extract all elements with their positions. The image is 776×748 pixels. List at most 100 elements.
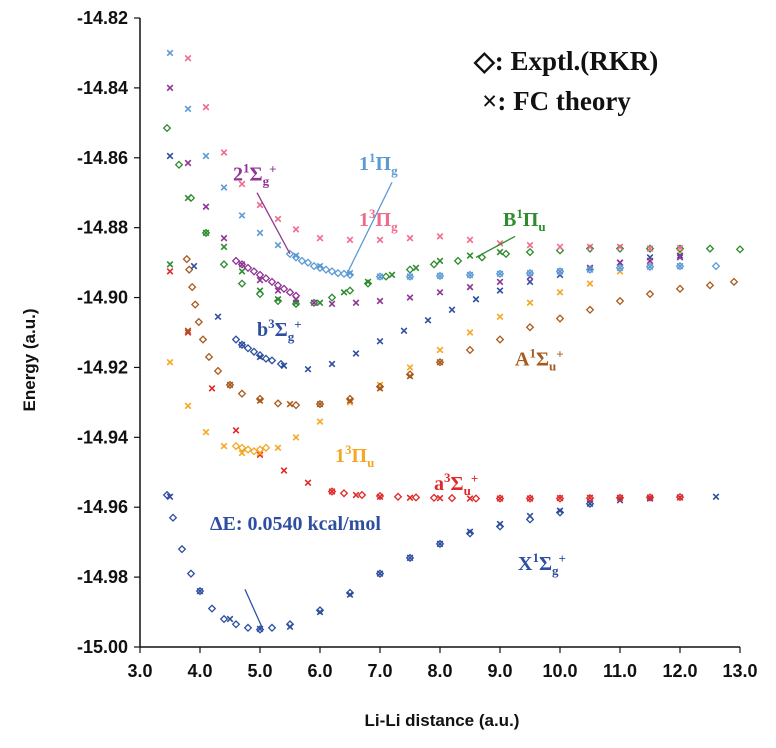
legend-entry-fc: ×: FC theory bbox=[482, 86, 631, 116]
fc-point bbox=[466, 236, 474, 244]
leader-line bbox=[244, 589, 264, 630]
fc-point bbox=[202, 152, 210, 160]
fc-point bbox=[256, 353, 264, 361]
fc-point bbox=[406, 273, 414, 280]
fc-point bbox=[328, 488, 336, 495]
fc-point bbox=[328, 360, 336, 368]
rkr-point bbox=[231, 441, 241, 451]
rkr-point bbox=[333, 268, 343, 278]
rkr-point bbox=[381, 272, 391, 281]
fc-point bbox=[184, 329, 192, 336]
fc-point bbox=[406, 494, 414, 502]
fc-point bbox=[304, 479, 312, 487]
x-tick-label: 11.0 bbox=[603, 661, 637, 681]
fc-point bbox=[256, 397, 264, 405]
fc-point bbox=[316, 299, 324, 307]
rkr-point bbox=[357, 490, 367, 500]
rkr-point bbox=[261, 354, 271, 363]
fc-point bbox=[676, 254, 684, 261]
rkr-point bbox=[555, 494, 565, 503]
fc-point bbox=[220, 149, 228, 156]
rkr-point bbox=[471, 494, 481, 503]
fc-point bbox=[346, 397, 354, 405]
fc-point bbox=[466, 495, 474, 502]
fc-point bbox=[496, 270, 504, 278]
x-tick-label: 4.0 bbox=[187, 661, 212, 681]
fc-point bbox=[436, 346, 444, 354]
fc-point bbox=[346, 236, 354, 244]
fc-point bbox=[292, 226, 300, 233]
fc-point bbox=[646, 263, 654, 271]
fc-point bbox=[256, 451, 264, 459]
fc-point bbox=[352, 299, 360, 307]
legend-label-rkr: : Exptl.(RKR) bbox=[495, 46, 659, 76]
rkr-point bbox=[405, 265, 415, 274]
fc-point bbox=[280, 362, 288, 370]
fc-point bbox=[586, 500, 594, 508]
fc-point bbox=[256, 276, 264, 284]
fc-point bbox=[406, 554, 414, 562]
rkr-point bbox=[243, 344, 253, 353]
rkr-point bbox=[393, 492, 403, 501]
rkr-point bbox=[168, 513, 178, 522]
x-tick-label: 3.0 bbox=[127, 661, 152, 681]
fc-point bbox=[238, 212, 246, 219]
rkr-point bbox=[285, 288, 295, 297]
fc-point bbox=[616, 264, 624, 272]
rkr-point bbox=[162, 123, 172, 133]
rkr-point bbox=[249, 267, 259, 276]
fc-point bbox=[196, 587, 204, 595]
rkr-point bbox=[585, 305, 595, 315]
rkr-point bbox=[231, 256, 241, 266]
rkr-point bbox=[249, 447, 259, 456]
fc-point bbox=[238, 449, 246, 457]
rkr-point bbox=[477, 253, 487, 262]
legend-label-fc: : FC theory bbox=[497, 86, 631, 116]
fc-point bbox=[676, 244, 684, 252]
rkr-point bbox=[237, 279, 247, 288]
fc-point bbox=[226, 381, 234, 389]
fc-point bbox=[436, 358, 444, 366]
fc-point bbox=[466, 528, 474, 536]
fc-point bbox=[292, 295, 300, 303]
x-tick-label: 8.0 bbox=[427, 661, 452, 681]
fc-point bbox=[376, 385, 384, 392]
y-tick-label: -14.92 bbox=[77, 357, 128, 377]
fc-point bbox=[340, 288, 348, 296]
legend-entry-rkr: ◇: Exptl.(RKR) bbox=[473, 46, 658, 76]
rkr-point bbox=[645, 289, 655, 299]
fc-point bbox=[424, 316, 432, 324]
fc-point bbox=[376, 273, 384, 280]
leader-line bbox=[475, 235, 516, 258]
series-label-5: B1Πu bbox=[503, 206, 546, 234]
fc-point bbox=[586, 264, 594, 272]
fc-point bbox=[676, 262, 684, 270]
rkr-point bbox=[495, 335, 505, 344]
fc-point bbox=[406, 234, 414, 242]
rkr-point bbox=[162, 490, 172, 500]
fc-point bbox=[352, 491, 360, 499]
rkr-point bbox=[585, 493, 595, 503]
rkr-point bbox=[219, 260, 229, 269]
fc-point bbox=[184, 194, 192, 202]
fc-point bbox=[556, 288, 564, 296]
fc-point bbox=[376, 337, 384, 345]
rkr-point bbox=[184, 265, 194, 274]
fc-point bbox=[406, 294, 414, 301]
fc-point bbox=[286, 400, 294, 408]
series-label-7: 11Πg bbox=[359, 150, 398, 178]
fc-point bbox=[202, 103, 210, 111]
fc-point bbox=[388, 271, 396, 279]
rkr-point bbox=[705, 244, 715, 253]
rkr-point bbox=[267, 356, 277, 365]
series-label-3: A1Σu+ bbox=[515, 346, 564, 374]
x-axis-title: Li-Li distance (a.u.) bbox=[365, 711, 520, 730]
fc-point bbox=[496, 495, 504, 502]
legend-marker-cross-icon: × bbox=[482, 86, 497, 116]
x-tick-label: 7.0 bbox=[367, 661, 392, 681]
fc-point bbox=[364, 278, 372, 286]
fc-point bbox=[184, 327, 192, 335]
rkr-point bbox=[525, 323, 535, 332]
fc-point bbox=[184, 105, 192, 113]
